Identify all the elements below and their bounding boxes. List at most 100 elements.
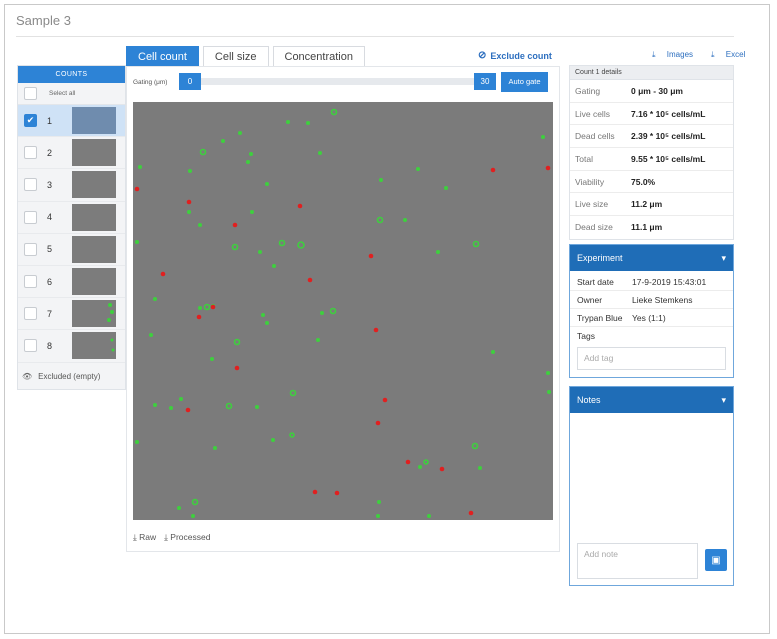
detail-key: Gating xyxy=(575,85,601,96)
exclude-count-button[interactable]: ⊘ Exclude count xyxy=(478,50,552,61)
gating-min-handle[interactable]: 0 xyxy=(179,73,201,90)
count-thumbnail xyxy=(72,332,116,360)
count-item-8[interactable]: 8 xyxy=(18,330,125,363)
count-thumbnail xyxy=(72,171,116,199)
detail-value: 11.2 μm xyxy=(631,199,663,210)
exclude-count-label: Exclude count xyxy=(490,50,552,61)
download-processed-link[interactable]: ⤓ Processed xyxy=(164,532,210,543)
count-item-4[interactable]: 4 xyxy=(18,202,125,234)
select-all-row[interactable]: Select all xyxy=(18,83,125,105)
detail-value: 0 μm - 30 μm xyxy=(631,85,683,96)
count-checkbox[interactable] xyxy=(24,146,37,160)
experiment-key: Tags xyxy=(577,331,595,341)
detail-value: 7.16 * 10⁵ cells/mL xyxy=(631,108,706,119)
experiment-key: Owner xyxy=(577,294,603,305)
download-icon: ⤓ xyxy=(164,532,168,542)
download-icon: ⤓ xyxy=(133,532,137,542)
image-downloads: ⤓ Raw ⤓ Processed xyxy=(133,532,218,543)
download-images-label: Images xyxy=(666,50,694,59)
save-note-button[interactable]: ▣ xyxy=(705,549,727,571)
gating-max-handle[interactable]: 30 xyxy=(474,73,496,90)
count-label: 8 xyxy=(47,340,53,351)
add-tag-input[interactable]: Add tag xyxy=(577,347,726,370)
count-checkbox[interactable] xyxy=(24,275,37,289)
detail-value: 9.55 * 10⁵ cells/mL xyxy=(631,153,706,164)
cell-overlay xyxy=(134,108,551,518)
counts-header: COUNTS xyxy=(18,66,125,83)
detail-row-dead-size: Dead size 11.1 μm xyxy=(570,216,733,239)
count-item-2[interactable]: 2 xyxy=(18,137,125,170)
add-note-input[interactable]: Add note xyxy=(577,543,698,579)
count-details-panel: Count 1 details Gating 0 μm - 30 μm Live … xyxy=(569,65,734,240)
experiment-row-start-date: Start date 17-9-2019 15:43:01 xyxy=(570,273,733,291)
experiment-row-tags: Tags xyxy=(570,327,733,345)
download-icon: ⤓ xyxy=(711,50,715,59)
detail-value: 75.0% xyxy=(631,176,656,187)
count-item-7[interactable]: 7 xyxy=(18,298,125,331)
experiment-title: Experiment xyxy=(577,253,623,263)
counts-panel: COUNTS Select all ✔ 1 2 3 4 5 6 7 xyxy=(17,65,126,390)
count-checkbox[interactable] xyxy=(24,307,37,321)
tab-cell-size[interactable]: Cell size xyxy=(202,46,269,66)
download-excel-label: Excel xyxy=(725,50,746,59)
select-all-label: Select all xyxy=(49,90,76,97)
experiment-value: Yes (1:1) xyxy=(632,312,666,323)
count-label: 2 xyxy=(47,147,53,158)
experiment-key: Trypan Blue xyxy=(577,312,623,323)
detail-key: Total xyxy=(575,153,593,164)
count-item-1[interactable]: ✔ 1 xyxy=(18,105,125,138)
chevron-down-icon[interactable]: ▾ xyxy=(721,253,726,263)
count-checkbox[interactable]: ✔ xyxy=(24,114,37,128)
cell-image[interactable] xyxy=(133,102,553,520)
detail-key: Viability xyxy=(575,176,605,187)
count-label: 6 xyxy=(47,276,53,287)
count-checkbox[interactable] xyxy=(24,210,37,224)
download-icon: ⤓ xyxy=(652,50,656,59)
view-tabs: Cell count Cell size Concentration xyxy=(126,46,369,66)
count-label: 4 xyxy=(47,212,53,223)
detail-key: Dead size xyxy=(575,222,613,233)
thumbnail-cells xyxy=(107,303,114,323)
title-divider xyxy=(16,36,734,37)
count-item-6[interactable]: 6 xyxy=(18,266,125,299)
count-item-5[interactable]: 5 xyxy=(18,234,125,266)
detail-row-live-cells: Live cells 7.16 * 10⁵ cells/mL xyxy=(570,103,733,126)
experiment-header[interactable]: Experiment ▾ xyxy=(570,245,733,271)
check-icon: ✔ xyxy=(26,115,35,126)
page-title: Sample 3 xyxy=(16,13,71,28)
select-all-checkbox[interactable] xyxy=(24,87,37,100)
count-thumbnail xyxy=(72,268,116,296)
experiment-value: 17-9-2019 15:43:01 xyxy=(632,276,707,287)
gating-control: Gating (μm) 0 30 Auto gate xyxy=(133,72,548,92)
download-images-link[interactable]: ⤓ Images xyxy=(652,50,702,60)
count-thumbnail xyxy=(72,235,116,263)
experiment-row-trypan-blue: Trypan Blue Yes (1:1) xyxy=(570,309,733,327)
experiment-value: Lieke Stemkens xyxy=(632,294,693,305)
count-details-header: Count 1 details xyxy=(570,66,733,80)
tab-cell-count[interactable]: Cell count xyxy=(126,46,199,66)
eye-icon: 👁 xyxy=(22,372,33,381)
count-checkbox[interactable] xyxy=(24,242,37,256)
experiment-panel: Experiment ▾ Start date 17-9-2019 15:43:0… xyxy=(569,244,734,378)
detail-key: Live cells xyxy=(575,108,610,119)
count-thumbnail xyxy=(72,300,116,328)
thumbnail-cells xyxy=(110,338,115,352)
gating-slider-track[interactable] xyxy=(201,78,474,85)
count-item-3[interactable]: 3 xyxy=(18,169,125,202)
detail-value: 2.39 * 10⁵ cells/mL xyxy=(631,131,706,142)
notes-header[interactable]: Notes ▾ xyxy=(570,387,733,413)
download-raw-label: Raw xyxy=(139,532,157,542)
count-label: 7 xyxy=(47,308,53,319)
tab-concentration[interactable]: Concentration xyxy=(272,46,365,66)
count-checkbox[interactable] xyxy=(24,178,37,192)
excluded-toggle[interactable]: 👁 Excluded (empty) xyxy=(22,372,100,381)
count-label: 3 xyxy=(47,179,53,190)
chevron-down-icon[interactable]: ▾ xyxy=(721,395,726,405)
auto-gate-button[interactable]: Auto gate xyxy=(501,72,548,92)
count-checkbox[interactable] xyxy=(24,339,37,353)
detail-value: 11.1 μm xyxy=(631,222,663,233)
count-label: 5 xyxy=(47,244,53,255)
detail-row-dead-cells: Dead cells 2.39 * 10⁵ cells/mL xyxy=(570,125,733,149)
download-excel-link[interactable]: ⤓ Excel xyxy=(711,50,754,60)
download-raw-link[interactable]: ⤓ Raw xyxy=(133,532,156,543)
